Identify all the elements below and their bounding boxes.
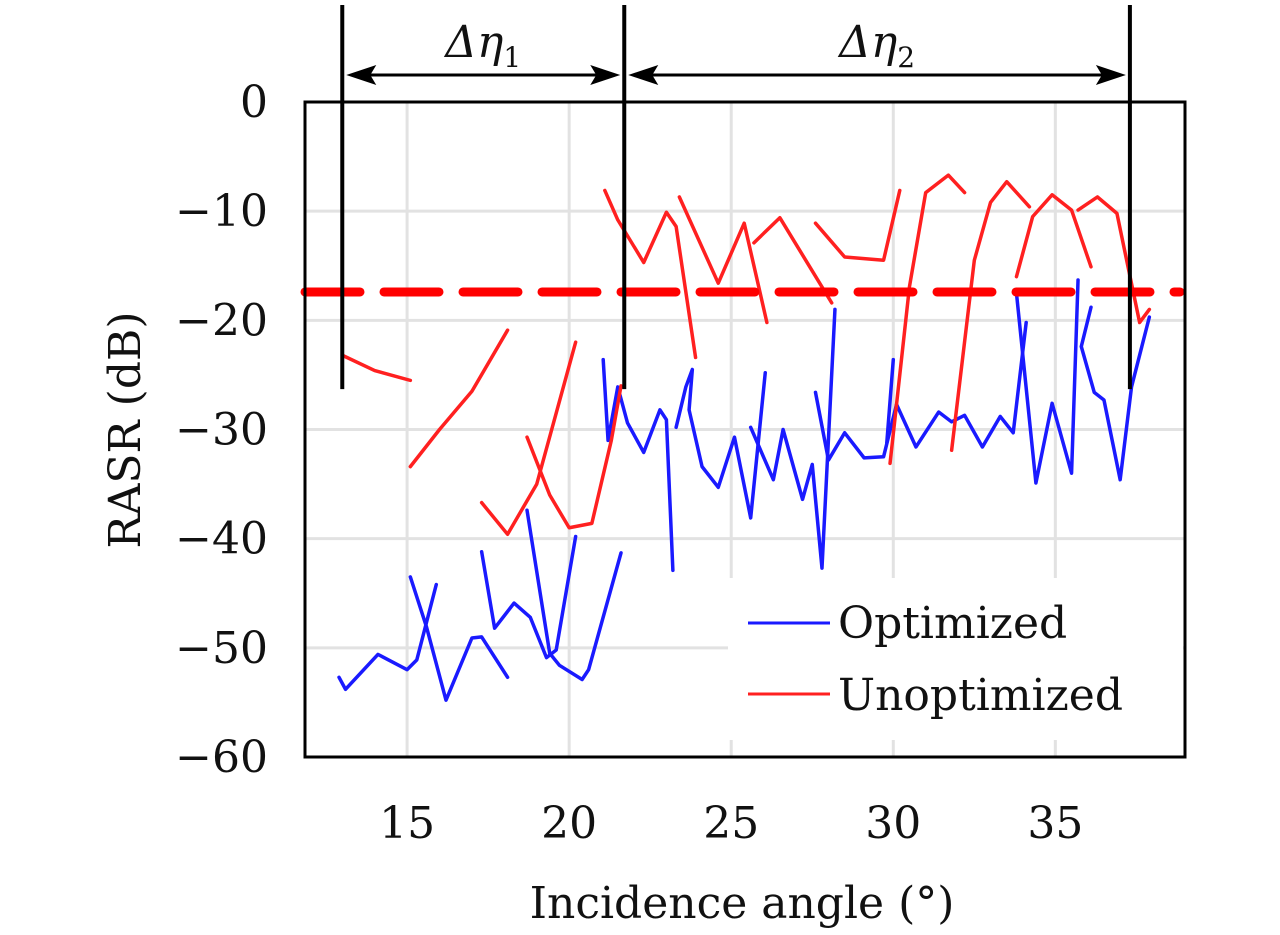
arrow-head-right-icon — [1095, 65, 1126, 85]
series-line-unoptimized — [949, 179, 1032, 452]
x-tick-label: 35 — [1027, 798, 1083, 849]
tick-labels: 15 20 25 30 35 0 −10 −20 −30 −40 −50 −60 — [175, 77, 1083, 849]
series-line-optimized — [337, 582, 439, 692]
series-line-optimized — [601, 357, 675, 573]
y-tick-label: −20 — [175, 295, 268, 346]
x-tick-label: 25 — [703, 798, 759, 849]
x-tick-label: 30 — [865, 798, 921, 849]
series-line-unoptimized — [479, 340, 578, 537]
legend-box — [728, 578, 1183, 740]
y-tick-label: −50 — [175, 623, 268, 674]
x-axis-label: Incidence angle (°) — [530, 878, 955, 929]
series-line-unoptimized — [677, 195, 769, 325]
series-line-optimized — [674, 367, 768, 520]
series-line-optimized — [885, 357, 896, 445]
arrow-head-right-icon — [590, 65, 621, 85]
series-line-unoptimized — [1076, 195, 1152, 325]
y-tick-label: 0 — [240, 77, 268, 128]
x-tick-label: 20 — [541, 798, 597, 849]
series-line-optimized — [408, 575, 510, 702]
interval-label: Δη1 — [443, 17, 521, 74]
legend-label-unoptimized: Unoptimized — [838, 670, 1123, 721]
series-line-unoptimized — [1014, 193, 1093, 279]
series-line-optimized — [479, 534, 578, 660]
interval-label: Δη2 — [837, 17, 915, 74]
series-line-unoptimized — [340, 353, 413, 383]
y-tick-label: −30 — [175, 405, 268, 456]
series-line-unoptimized — [888, 173, 967, 466]
series-line-unoptimized — [525, 384, 623, 530]
series-line-optimized — [748, 307, 837, 570]
plot-frame — [303, 100, 1187, 759]
series-line-unoptimized — [813, 188, 902, 263]
series-line-optimized — [525, 508, 623, 682]
arrow-head-left-icon — [628, 65, 659, 85]
y-axis-label: RASR (dB) — [100, 312, 151, 549]
series-line-unoptimized — [603, 188, 698, 360]
series-line-optimized — [1014, 278, 1080, 485]
series-line-unoptimized — [752, 215, 834, 305]
y-tick-label: −60 — [175, 732, 268, 783]
arrow-head-left-icon — [346, 65, 377, 85]
series-line-unoptimized — [408, 328, 510, 469]
interval-annotations: Δη1 Δη2 — [340, 5, 1132, 390]
legend-label-optimized: Optimized — [838, 598, 1067, 649]
series-line-optimized — [1079, 305, 1152, 482]
y-tick-label: −40 — [175, 514, 268, 565]
series-line-optimized — [813, 320, 1028, 462]
x-tick-label: 15 — [379, 798, 435, 849]
y-tick-label: −10 — [175, 186, 268, 237]
